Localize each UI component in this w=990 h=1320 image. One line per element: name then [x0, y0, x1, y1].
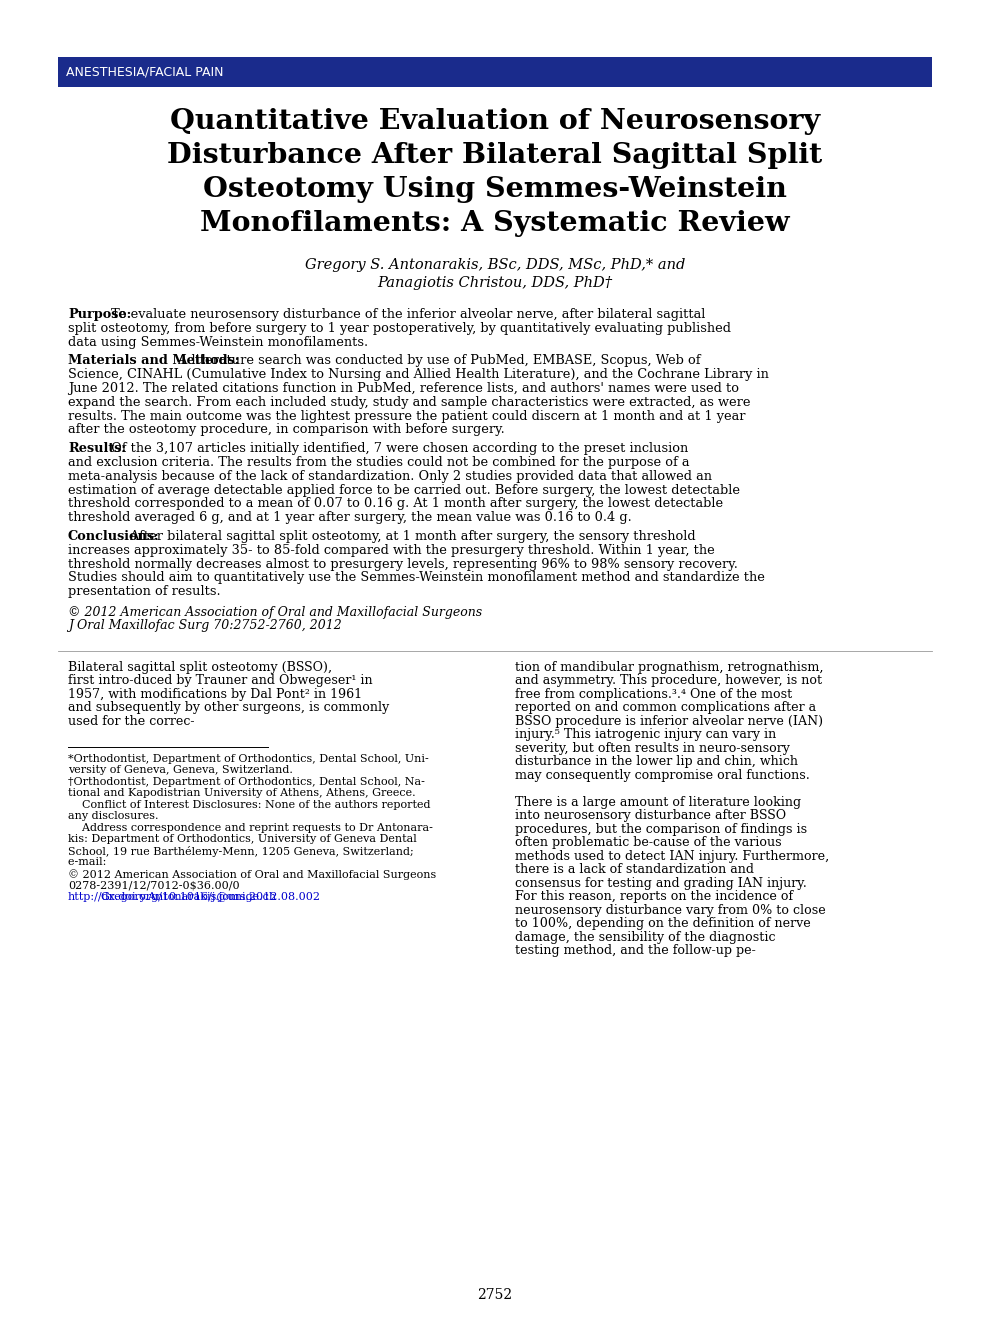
Text: threshold corresponded to a mean of 0.07 to 0.16 g. At 1 month after surgery, th: threshold corresponded to a mean of 0.07… — [68, 498, 723, 511]
Text: testing method, and the follow-up pe-: testing method, and the follow-up pe- — [515, 945, 755, 957]
Text: into neurosensory disturbance after BSSO: into neurosensory disturbance after BSSO — [515, 809, 786, 822]
Text: J Oral Maxillofac Surg 70:2752-2760, 2012: J Oral Maxillofac Surg 70:2752-2760, 201… — [68, 619, 342, 632]
Text: kis: Department of Orthodontics, University of Geneva Dental: kis: Department of Orthodontics, Univers… — [68, 834, 417, 845]
Text: Science, CINAHL (Cumulative Index to Nursing and Allied Health Literature), and : Science, CINAHL (Cumulative Index to Nur… — [68, 368, 769, 381]
Text: tional and Kapodistrian University of Athens, Athens, Greece.: tional and Kapodistrian University of At… — [68, 788, 416, 799]
Text: injury.⁵ This iatrogenic injury can vary in: injury.⁵ This iatrogenic injury can vary… — [515, 729, 776, 742]
Text: and exclusion criteria. The results from the studies could not be combined for t: and exclusion criteria. The results from… — [68, 455, 689, 469]
Text: Of the 3,107 articles initially identified, 7 were chosen according to the prese: Of the 3,107 articles initially identifi… — [107, 442, 688, 455]
Text: procedures, but the comparison of findings is: procedures, but the comparison of findin… — [515, 822, 807, 836]
Text: BSSO procedure is inferior alveolar nerve (IAN): BSSO procedure is inferior alveolar nerv… — [515, 715, 823, 729]
Text: *Orthodontist, Department of Orthodontics, Dental School, Uni-: *Orthodontist, Department of Orthodontic… — [68, 754, 429, 764]
Text: June 2012. The related citations function in PubMed, reference lists, and author: June 2012. The related citations functio… — [68, 381, 739, 395]
Text: Results:: Results: — [68, 442, 126, 455]
Text: to 100%, depending on the definition of nerve: to 100%, depending on the definition of … — [515, 917, 811, 931]
Text: neurosensory disturbance vary from 0% to close: neurosensory disturbance vary from 0% to… — [515, 904, 826, 917]
Text: consensus for testing and grading IAN injury.: consensus for testing and grading IAN in… — [515, 876, 807, 890]
Text: presentation of results.: presentation of results. — [68, 585, 221, 598]
Text: School, 19 rue Barthélemy-Menn, 1205 Geneva, Switzerland;: School, 19 rue Barthélemy-Menn, 1205 Gen… — [68, 846, 414, 857]
Text: may consequently compromise oral functions.: may consequently compromise oral functio… — [515, 770, 810, 781]
Text: split osteotomy, from before surgery to 1 year postoperatively, by quantitativel: split osteotomy, from before surgery to … — [68, 322, 731, 335]
Text: †Orthodontist, Department of Orthodontics, Dental School, Na-: †Orthodontist, Department of Orthodontic… — [68, 777, 425, 787]
Text: Disturbance After Bilateral Sagittal Split: Disturbance After Bilateral Sagittal Spl… — [167, 143, 823, 169]
Text: Bilateral sagittal split osteotomy (BSSO),: Bilateral sagittal split osteotomy (BSSO… — [68, 661, 332, 675]
Text: and subsequently by other surgeons, is commonly: and subsequently by other surgeons, is c… — [68, 701, 389, 714]
Text: A literature search was conducted by use of PubMed, EMBASE, Scopus, Web of: A literature search was conducted by use… — [174, 354, 701, 367]
Text: Conflict of Interest Disclosures: None of the authors reported: Conflict of Interest Disclosures: None o… — [68, 800, 431, 810]
Text: After bilateral sagittal split osteotomy, at 1 month after surgery, the sensory : After bilateral sagittal split osteotomy… — [126, 531, 696, 543]
Text: ANESTHESIA/FACIAL PAIN: ANESTHESIA/FACIAL PAIN — [66, 66, 224, 78]
Text: severity, but often results in neuro-sensory: severity, but often results in neuro-sen… — [515, 742, 790, 755]
Text: increases approximately 35- to 85-fold compared with the presurgery threshold. W: increases approximately 35- to 85-fold c… — [68, 544, 715, 557]
Text: estimation of average detectable applied force to be carried out. Before surgery: estimation of average detectable applied… — [68, 483, 740, 496]
Text: Purpose:: Purpose: — [68, 308, 132, 321]
Text: methods used to detect IAN injury. Furthermore,: methods used to detect IAN injury. Furth… — [515, 850, 830, 863]
Text: free from complications.³․⁴ One of the most: free from complications.³․⁴ One of the m… — [515, 688, 792, 701]
Text: versity of Geneva, Geneva, Switzerland.: versity of Geneva, Geneva, Switzerland. — [68, 766, 293, 775]
Text: used for the correc-: used for the correc- — [68, 715, 194, 729]
Text: often problematic be-cause of the various: often problematic be-cause of the variou… — [515, 837, 782, 850]
Text: Panagiotis Christou, DDS, PhD†: Panagiotis Christou, DDS, PhD† — [377, 276, 613, 290]
Text: disturbance in the lower lip and chin, which: disturbance in the lower lip and chin, w… — [515, 755, 798, 768]
Text: threshold averaged 6 g, and at 1 year after surgery, the mean value was 0.16 to : threshold averaged 6 g, and at 1 year af… — [68, 511, 632, 524]
Text: Studies should aim to quantitatively use the Semmes-Weinstein monofilament metho: Studies should aim to quantitatively use… — [68, 572, 765, 585]
Text: tion of mandibular prognathism, retrognathism,: tion of mandibular prognathism, retrogna… — [515, 661, 824, 675]
Text: © 2012 American Association of Oral and Maxillofacial Surgeons: © 2012 American Association of Oral and … — [68, 606, 482, 619]
Text: Conclusions:: Conclusions: — [68, 531, 159, 543]
Text: Monofilaments: A Systematic Review: Monofilaments: A Systematic Review — [200, 210, 790, 238]
Text: damage, the sensibility of the diagnostic: damage, the sensibility of the diagnosti… — [515, 931, 775, 944]
Text: there is a lack of standardization and: there is a lack of standardization and — [515, 863, 754, 876]
Text: Osteotomy Using Semmes-Weinstein: Osteotomy Using Semmes-Weinstein — [203, 176, 787, 203]
Text: e-mail:: e-mail: — [68, 858, 110, 867]
Text: meta-analysis because of the lack of standardization. Only 2 studies provided da: meta-analysis because of the lack of sta… — [68, 470, 712, 483]
Text: Gregory S. Antonarakis, BSc, DDS, MSc, PhD,* and: Gregory S. Antonarakis, BSc, DDS, MSc, P… — [305, 257, 685, 272]
Text: To evaluate neurosensory disturbance of the inferior alveolar nerve, after bilat: To evaluate neurosensory disturbance of … — [107, 308, 705, 321]
Text: first intro-duced by Trauner and Obwegeser¹ in: first intro-duced by Trauner and Obweges… — [68, 675, 372, 688]
Text: data using Semmes-Weinstein monofilaments.: data using Semmes-Weinstein monofilament… — [68, 335, 368, 348]
Text: 1957, with modifications by Dal Pont² in 1961: 1957, with modifications by Dal Pont² in… — [68, 688, 362, 701]
Text: Address correspondence and reprint requests to Dr Antonara-: Address correspondence and reprint reque… — [68, 822, 433, 833]
Bar — [58, 57, 932, 87]
Text: after the osteotomy procedure, in comparison with before surgery.: after the osteotomy procedure, in compar… — [68, 424, 505, 437]
Text: http://dx.doi.org/10.1016/j.joms.2012.08.002: http://dx.doi.org/10.1016/j.joms.2012.08… — [68, 892, 321, 902]
Text: 0278-2391/12/7012-0$36.00/0: 0278-2391/12/7012-0$36.00/0 — [68, 880, 240, 891]
Text: Materials and Methods:: Materials and Methods: — [68, 354, 240, 367]
Text: There is a large amount of literature looking: There is a large amount of literature lo… — [515, 796, 801, 809]
Text: and asymmetry. This procedure, however, is not: and asymmetry. This procedure, however, … — [515, 675, 822, 688]
Text: threshold normally decreases almost to presurgery levels, representing 96% to 98: threshold normally decreases almost to p… — [68, 557, 738, 570]
Text: reported on and common complications after a: reported on and common complications aft… — [515, 701, 816, 714]
Text: For this reason, reports on the incidence of: For this reason, reports on the incidenc… — [515, 891, 793, 903]
Text: Gregory.Antonarakis@unige.ch: Gregory.Antonarakis@unige.ch — [100, 892, 276, 902]
Text: results. The main outcome was the lightest pressure the patient could discern at: results. The main outcome was the lighte… — [68, 409, 745, 422]
Text: any disclosures.: any disclosures. — [68, 812, 158, 821]
Text: Quantitative Evaluation of Neurosensory: Quantitative Evaluation of Neurosensory — [170, 108, 820, 135]
Text: © 2012 American Association of Oral and Maxillofacial Surgeons: © 2012 American Association of Oral and … — [68, 869, 437, 880]
Text: 2752: 2752 — [477, 1288, 513, 1302]
Text: expand the search. From each included study, study and sample characteristics we: expand the search. From each included st… — [68, 396, 750, 409]
